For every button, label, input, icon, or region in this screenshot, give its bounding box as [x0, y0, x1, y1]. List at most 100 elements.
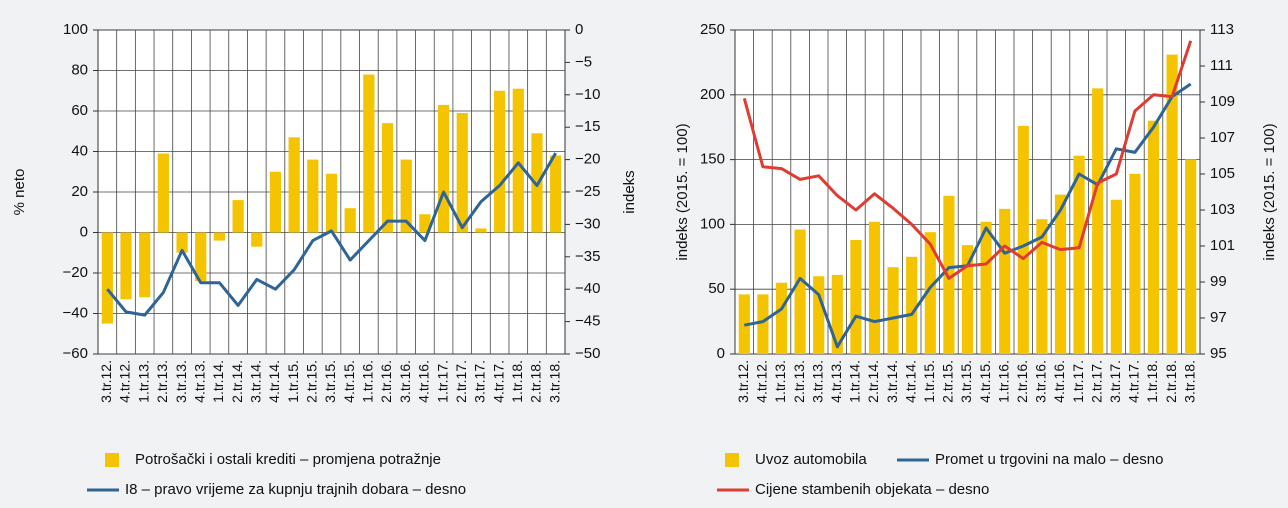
- bar: [1110, 199, 1122, 354]
- bar: [251, 232, 263, 247]
- legend-swatch: [105, 453, 119, 467]
- bar: [456, 113, 468, 233]
- bar: [1017, 125, 1029, 355]
- y2-tick-label: −30: [575, 215, 600, 232]
- x-tick-label: 3.tr.16.: [397, 360, 413, 403]
- x-tick-label: 3.tr.14.: [884, 360, 900, 403]
- legend-label: Potrošački i ostali krediti – promjena p…: [135, 451, 441, 468]
- bar: [195, 232, 207, 282]
- y-tick-label: 100: [700, 215, 725, 232]
- y2-tick-label: 111: [1210, 57, 1233, 74]
- y2-axis-title: indeks: [621, 170, 638, 213]
- bar: [1166, 54, 1178, 355]
- x-tick-label: 2.tr.15.: [940, 360, 956, 403]
- legend-label: I8 – pravo vrijeme za kupnju trajnih dob…: [125, 481, 466, 498]
- bar: [139, 232, 151, 298]
- y-tick-label: −40: [63, 304, 88, 321]
- y-tick-label: 80: [71, 61, 88, 78]
- x-tick-label: 4.tr.15.: [977, 360, 993, 403]
- legend-label: Promet u trgovini na malo – desno: [935, 451, 1163, 468]
- y2-tick-label: 101: [1210, 237, 1235, 254]
- x-tick-label: 3.tr.15.: [958, 360, 974, 403]
- x-tick-label: 2.tr.18.: [528, 360, 544, 403]
- bar: [1147, 120, 1160, 354]
- y-tick-label: 20: [71, 183, 88, 200]
- y2-tick-label: −50: [575, 345, 600, 362]
- x-tick-label: 1.tr.14.: [210, 360, 226, 403]
- y2-tick-label: 109: [1210, 93, 1235, 110]
- bar: [475, 228, 487, 233]
- x-tick-label: 3.tr.12.: [98, 360, 114, 403]
- y-tick-label: 150: [700, 151, 725, 168]
- y2-tick-label: −45: [575, 313, 600, 330]
- x-tick-label: 2.tr.16.: [1014, 360, 1030, 403]
- bar: [176, 232, 188, 253]
- x-tick-label: 4.tr.17.: [1126, 360, 1142, 403]
- y-tick-label: −20: [63, 264, 88, 281]
- bar: [288, 137, 300, 233]
- bar: [325, 173, 338, 233]
- legend-swatch: [725, 453, 739, 467]
- bar: [961, 245, 974, 354]
- x-tick-label: 1.tr.13.: [135, 360, 151, 403]
- bar: [269, 171, 282, 233]
- bar: [924, 232, 936, 354]
- x-tick-label: 1.tr.15.: [285, 360, 301, 403]
- bar: [307, 159, 319, 233]
- bar: [344, 208, 356, 233]
- legend-label: Uvoz automobila: [755, 451, 867, 468]
- x-tick-label: 3.tr.16.: [1033, 360, 1049, 403]
- bar: [1036, 219, 1048, 354]
- x-tick-label: 1.tr.15.: [921, 360, 937, 403]
- x-tick-label: 1.tr.13.: [772, 360, 788, 403]
- y-axis-title: % neto: [11, 169, 28, 216]
- bar: [1185, 159, 1197, 354]
- y2-tick-label: 97: [1210, 309, 1227, 326]
- bar: [999, 208, 1011, 354]
- y-axis-title: indeks (2015. = 100): [674, 123, 691, 260]
- y2-tick-label: −15: [575, 118, 600, 135]
- y-tick-label: 200: [700, 86, 725, 103]
- bar: [120, 232, 132, 300]
- legend-label: Cijene stambenih objekata – desno: [755, 481, 989, 498]
- x-tick-label: 2.tr.15.: [304, 360, 320, 403]
- bar: [813, 276, 825, 354]
- bar: [775, 282, 788, 354]
- y-tick-label: 100: [63, 21, 88, 38]
- y2-tick-label: 103: [1210, 201, 1235, 218]
- bar: [419, 214, 431, 233]
- x-tick-label: 2.tr.18.: [1163, 360, 1179, 403]
- x-tick-label: 4.tr.12.: [117, 360, 133, 403]
- x-tick-label: 1.tr.17.: [1070, 360, 1086, 403]
- x-tick-label: 4.tr.15.: [341, 360, 357, 403]
- bar: [400, 159, 412, 233]
- y2-tick-label: 113: [1210, 21, 1234, 38]
- x-tick-label: 2.tr.14.: [865, 360, 881, 403]
- y-tick-label: 250: [700, 21, 725, 38]
- x-tick-label: 3.tr.17.: [472, 360, 488, 403]
- x-tick-label: 1.tr.16.: [995, 360, 1011, 403]
- x-tick-label: 1.tr.18.: [509, 360, 525, 403]
- x-tick-label: 1.tr.17.: [434, 360, 450, 403]
- x-tick-label: 3.tr.13.: [809, 360, 825, 403]
- bar: [157, 153, 169, 233]
- y2-tick-label: −5: [575, 53, 592, 70]
- x-tick-label: 1.tr.16.: [360, 360, 376, 403]
- x-tick-label: 1.tr.18.: [1144, 360, 1160, 403]
- y2-tick-label: 99: [1210, 273, 1227, 290]
- y-tick-label: 50: [708, 280, 725, 297]
- y-tick-label: 0: [717, 345, 725, 362]
- x-tick-label: 4.tr.16.: [1051, 360, 1067, 403]
- x-tick-label: 3.tr.18.: [1181, 360, 1197, 403]
- x-tick-label: 3.tr.12.: [735, 360, 751, 403]
- bar: [437, 104, 450, 233]
- x-tick-label: 3.tr.18.: [546, 360, 562, 403]
- x-tick-label: 3.tr.14.: [247, 360, 263, 403]
- bar: [213, 232, 226, 241]
- y-tick-label: 0: [80, 223, 88, 240]
- bar: [101, 232, 113, 324]
- bar: [1092, 88, 1104, 354]
- x-tick-label: 4.tr.14.: [902, 360, 918, 403]
- x-tick-label: 3.tr.17.: [1107, 360, 1123, 403]
